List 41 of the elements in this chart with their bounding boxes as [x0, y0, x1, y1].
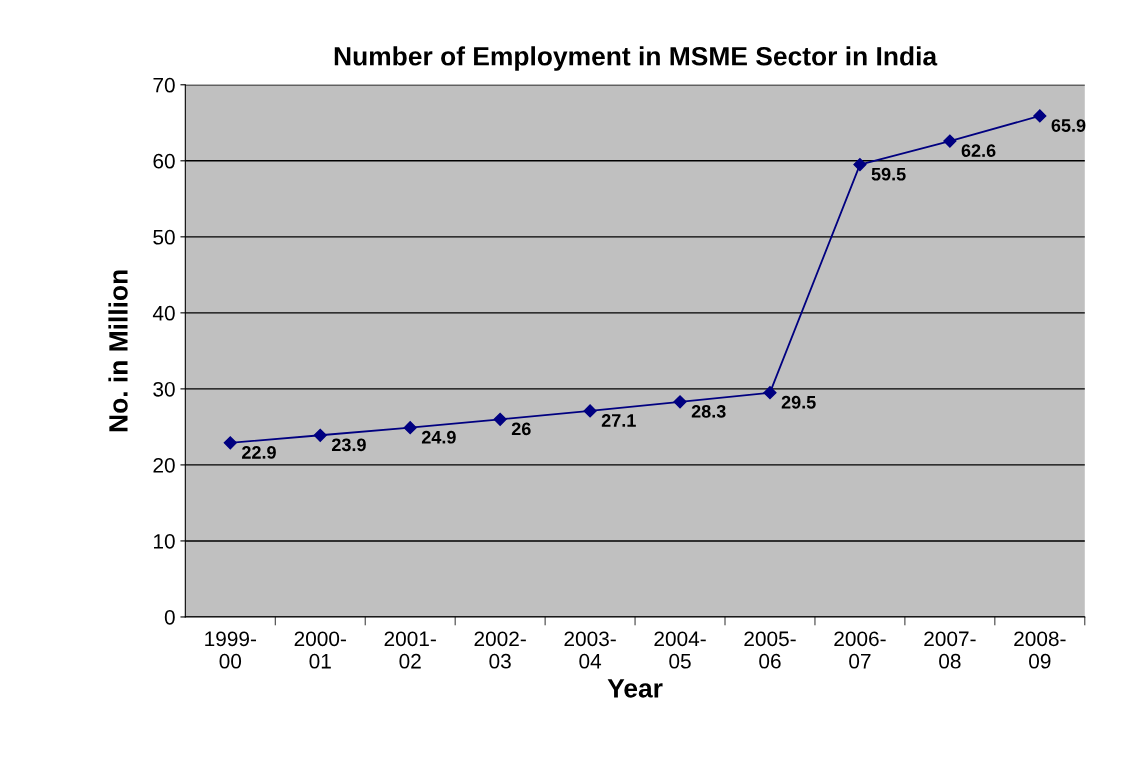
x-tick-label: 2008- 09: [1014, 631, 1066, 669]
y-tick-label: 0: [164, 609, 175, 625]
point: [223, 436, 237, 450]
y-tick-label: 20: [153, 457, 175, 473]
point: [493, 412, 507, 426]
y-axis-title: No. in Million: [108, 270, 128, 432]
point: [673, 395, 687, 409]
point: [763, 386, 777, 400]
data-label: 59.5: [871, 167, 906, 181]
y-tick-label: 50: [153, 229, 175, 245]
data-label: 28.3: [691, 404, 726, 418]
data-label: 22.9: [242, 446, 276, 459]
y-tick-label: 60: [153, 153, 175, 169]
y-tick-label: 10: [154, 533, 175, 549]
data-label: 24.9: [421, 430, 456, 444]
data-label: 62.6: [961, 144, 996, 157]
data-label: 23.9: [331, 438, 366, 452]
x-tick-label: 2005- 06: [744, 631, 796, 669]
x-tick-label: 2003- 04: [564, 631, 616, 669]
point: [1033, 109, 1047, 123]
x-tick-label: 1999- 00: [205, 631, 257, 669]
point: [853, 158, 867, 172]
x-tick-label: 2007- 08: [924, 631, 976, 669]
x-tick-label: 2006- 07: [834, 631, 886, 669]
y-tick-label: 30: [153, 381, 175, 397]
data-label: 26: [511, 422, 531, 436]
point: [943, 134, 957, 148]
point: [583, 404, 597, 418]
x-tick-label: 2000- 01: [294, 631, 346, 669]
x-tick-label: 2004- 05: [654, 631, 706, 669]
x-tick-label: 2002- 03: [474, 631, 526, 669]
x-axis-title: Year: [607, 679, 663, 698]
point: [403, 421, 417, 435]
data-label: 65.9: [1051, 119, 1086, 132]
x-tick-label: 2001- 02: [384, 631, 436, 669]
y-tick-label: 70: [153, 77, 175, 93]
point: [313, 428, 327, 442]
data-label: 27.1: [601, 414, 636, 427]
data-label: 29.5: [781, 395, 816, 409]
chart-title: Number of Employment in MSME Sector in India: [334, 46, 938, 71]
y-tick-label: 40: [152, 305, 175, 321]
